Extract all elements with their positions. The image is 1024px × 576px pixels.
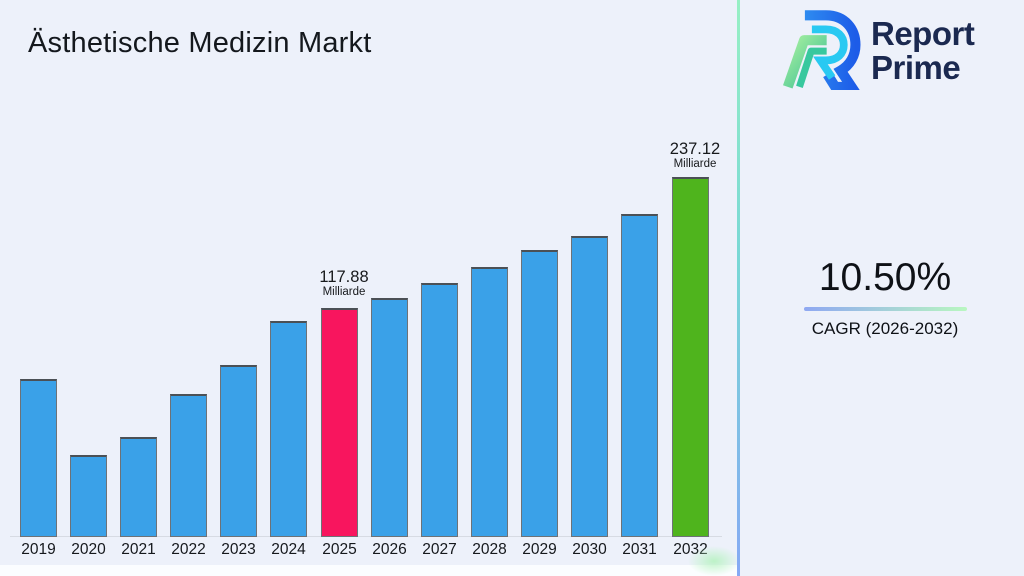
bar-chart: 117.88 Milliarde 237.12 Milliarde 2019 20… bbox=[10, 140, 722, 558]
bar-2029 bbox=[521, 250, 558, 537]
x-axis-label-2022: 2022 bbox=[171, 541, 206, 558]
bar-2031 bbox=[621, 214, 658, 537]
bar-value-label-2025: 117.88 Milliarde bbox=[319, 268, 368, 299]
cagr-underline bbox=[803, 307, 967, 311]
report-prime-logo-icon bbox=[783, 6, 862, 95]
bar-2028 bbox=[471, 267, 508, 537]
x-axis-label-2030: 2030 bbox=[572, 541, 607, 558]
bar-2032 bbox=[672, 177, 709, 537]
bar-unit-2032: Milliarde bbox=[673, 158, 717, 171]
x-axis-label-2031: 2031 bbox=[622, 541, 657, 558]
report-prime-logo-text: Report Prime bbox=[871, 14, 975, 86]
bar-2023 bbox=[220, 365, 257, 537]
cagr-value: 10.50% bbox=[818, 256, 952, 299]
bar-value-2025: 117.88 bbox=[319, 268, 369, 286]
bottom-strip bbox=[0, 565, 737, 576]
x-axis-label-2027: 2027 bbox=[422, 541, 457, 558]
x-axis-label-2028: 2028 bbox=[472, 541, 507, 558]
x-axis-label-2019: 2019 bbox=[21, 541, 56, 558]
x-axis-label-2020: 2020 bbox=[71, 541, 106, 558]
x-axis-label-2023: 2023 bbox=[221, 541, 256, 558]
bar-2024 bbox=[270, 321, 307, 537]
x-axis-label-2025: 2025 bbox=[322, 541, 357, 558]
bar-2020 bbox=[70, 455, 107, 537]
bar-unit-2025: Milliarde bbox=[322, 286, 366, 299]
report-prime-logo: Report Prime bbox=[783, 6, 975, 95]
watermark-blob bbox=[688, 546, 740, 576]
x-axis-label-2029: 2029 bbox=[522, 541, 557, 558]
chart-baseline bbox=[10, 536, 722, 537]
page-title: Ästhetische Medizin Markt bbox=[28, 27, 372, 60]
bar-2025 bbox=[321, 308, 358, 537]
cagr-block: 10.50% CAGR (2026-2032) bbox=[800, 256, 970, 339]
logo-text-line1: Report bbox=[871, 14, 975, 52]
logo-text-line2: Prime bbox=[871, 48, 961, 86]
bar-2027 bbox=[421, 283, 458, 537]
bar-2026 bbox=[371, 298, 408, 537]
bar-2030 bbox=[571, 236, 608, 537]
bar-value-label-2032: 237.12 Milliarde bbox=[670, 140, 720, 171]
vertical-divider bbox=[737, 0, 740, 576]
bar-value-2032: 237.12 bbox=[669, 140, 721, 158]
bar-2022 bbox=[170, 394, 207, 537]
x-axis-label-2021: 2021 bbox=[121, 541, 156, 558]
x-axis-label-2026: 2026 bbox=[372, 541, 407, 558]
cagr-label: CAGR (2026-2032) bbox=[811, 319, 959, 338]
bar-2019 bbox=[20, 379, 57, 537]
bar-2021 bbox=[120, 437, 157, 537]
x-axis-label-2024: 2024 bbox=[271, 541, 306, 558]
